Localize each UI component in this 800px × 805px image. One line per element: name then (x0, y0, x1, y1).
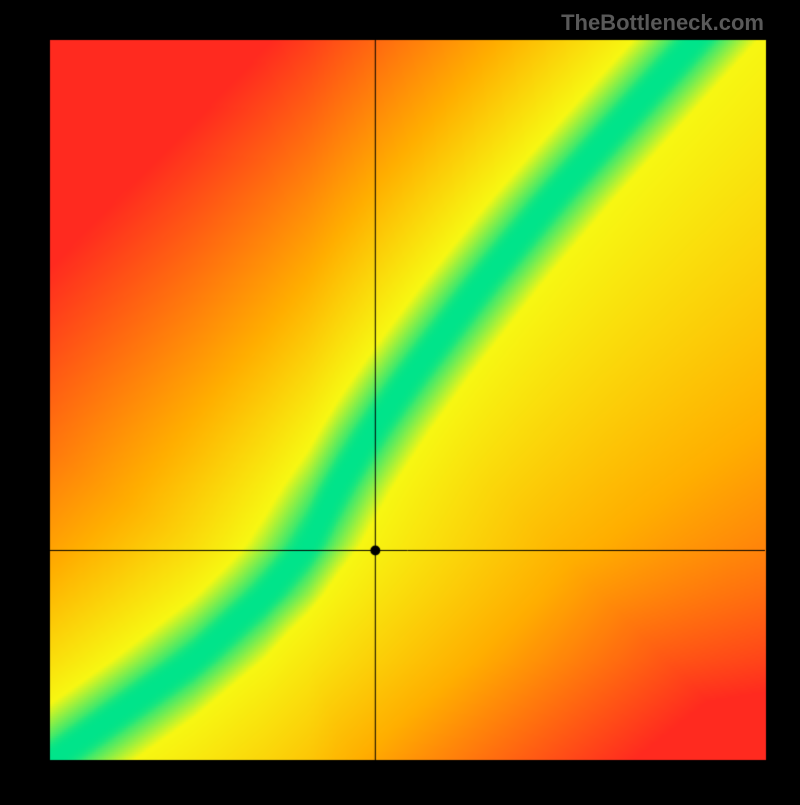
watermark-text: TheBottleneck.com (561, 10, 764, 36)
chart-container: TheBottleneck.com (0, 0, 800, 800)
bottleneck-heatmap (0, 0, 800, 800)
